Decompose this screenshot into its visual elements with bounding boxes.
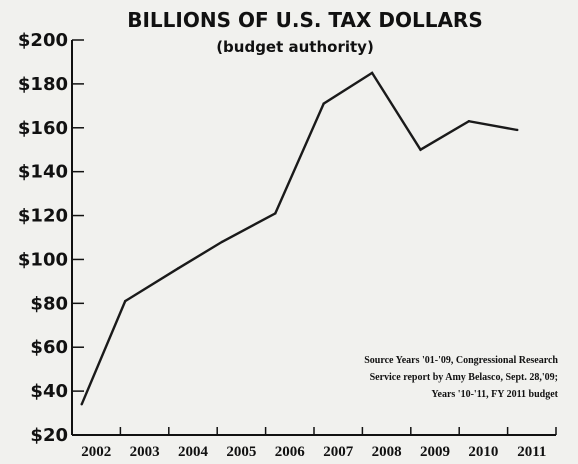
y-tick-label: $60 bbox=[30, 337, 68, 358]
source-note-line-1: Source Years '01-'09, Congressional Rese… bbox=[364, 355, 558, 366]
x-tick-label: 2006 bbox=[275, 444, 306, 460]
data-point bbox=[274, 212, 277, 215]
y-tick-label: $160 bbox=[18, 118, 68, 139]
source-note-line-3: Years '10-'11, FY 2011 budget bbox=[431, 389, 558, 400]
x-tick-label: 2003 bbox=[130, 444, 160, 460]
x-tick-label: 2004 bbox=[178, 444, 209, 460]
data-point bbox=[370, 71, 374, 75]
data-point bbox=[516, 128, 519, 132]
data-point bbox=[322, 102, 325, 105]
x-tick-label: 2011 bbox=[517, 444, 546, 460]
y-tick-label: $20 bbox=[30, 425, 68, 446]
x-tick-label: 2007 bbox=[323, 444, 354, 460]
data-point bbox=[467, 119, 471, 123]
chart-subtitle: (budget authority) bbox=[216, 38, 374, 56]
x-tick-label: 2010 bbox=[468, 444, 498, 460]
data-point bbox=[419, 148, 422, 151]
x-tick-label: 2009 bbox=[420, 444, 450, 460]
y-tick-label: $180 bbox=[18, 74, 68, 95]
source-note-line-2: Service report by Amy Belasco, Sept. 28,… bbox=[370, 372, 558, 383]
data-point bbox=[177, 267, 180, 270]
series-group bbox=[80, 71, 519, 406]
chart-title: BILLIONS OF U.S. TAX DOLLARS bbox=[127, 8, 482, 32]
x-axis: 2002 2003 2004 2005 2006 2007 2008 2009 2010 2011 bbox=[72, 427, 557, 460]
y-tick-label: $200 bbox=[18, 30, 68, 51]
y-tick-label: $120 bbox=[18, 206, 68, 227]
y-tick-label: $140 bbox=[18, 162, 68, 183]
y-axis: $20 $40 $60 $80 $100 $120 $140 $160 $180 $200 bbox=[18, 30, 84, 446]
y-tick-label: $100 bbox=[18, 249, 68, 270]
series-line bbox=[80, 71, 518, 405]
data-point bbox=[220, 240, 224, 244]
x-tick-label: 2008 bbox=[372, 444, 402, 460]
source-note: Source Years '01-'09, Congressional Rese… bbox=[364, 355, 558, 400]
data-point bbox=[80, 403, 83, 406]
y-tick-label: $40 bbox=[30, 381, 68, 402]
x-tick-label: 2005 bbox=[226, 444, 256, 460]
data-point bbox=[124, 299, 127, 303]
y-tick-label: $80 bbox=[30, 293, 68, 314]
x-tick-label: 2002 bbox=[81, 444, 111, 460]
